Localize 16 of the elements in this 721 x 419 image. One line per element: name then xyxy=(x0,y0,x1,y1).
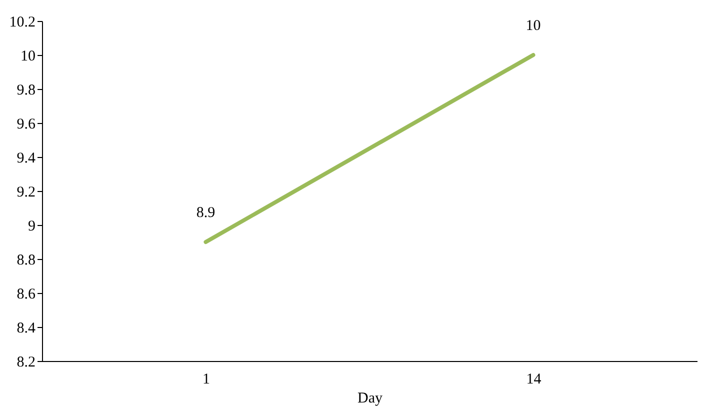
y-tick-label: 8.6 xyxy=(16,286,36,302)
y-tick-label: 9 xyxy=(28,218,36,234)
x-axis-title: Day xyxy=(358,390,383,406)
y-tick-label: 10 xyxy=(20,48,36,64)
x-tick-label: 1 xyxy=(202,372,210,388)
y-tick-label: 10.2 xyxy=(9,14,36,30)
y-tick-label: 9.8 xyxy=(16,82,36,98)
data-label: 10 xyxy=(526,18,541,34)
y-tick-label: 8.2 xyxy=(16,354,36,370)
y-tick-label: 9.4 xyxy=(16,150,36,166)
x-tick-label: 14 xyxy=(526,372,542,388)
y-tick-label: 8.4 xyxy=(16,320,36,336)
y-tick-label: 9.2 xyxy=(16,184,36,200)
y-tick-label: 9.6 xyxy=(16,116,36,132)
y-tick-label: 8.8 xyxy=(16,252,36,268)
data-label: 8.9 xyxy=(196,205,216,221)
